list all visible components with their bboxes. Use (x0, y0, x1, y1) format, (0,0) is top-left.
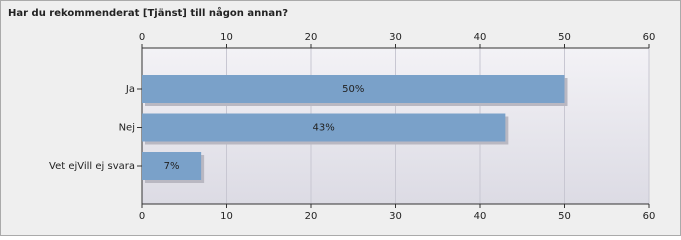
value-label: 43% (313, 123, 335, 134)
y-tick-label: Vet ejVill ej svara (49, 161, 135, 172)
value-label: 7% (164, 161, 180, 172)
value-label: 50% (342, 84, 364, 95)
x-tick-label: 40 (474, 211, 487, 222)
bar (142, 113, 506, 142)
x-tick-label: 30 (389, 211, 402, 222)
x-tick-label: 20 (305, 211, 318, 222)
x-tick-label: 30 (389, 32, 402, 43)
x-tick-label: 20 (305, 32, 318, 43)
x-tick-label: 60 (643, 32, 656, 43)
x-tick-label: 40 (474, 32, 487, 43)
x-tick-label: 0 (139, 211, 145, 222)
x-tick-label: 50 (558, 211, 571, 222)
x-tick-label: 50 (558, 32, 571, 43)
x-tick-label: 60 (643, 211, 656, 222)
y-tick-label: Ja (125, 84, 135, 95)
chart-title: Har du rekommenderat [Tjänst] till någon… (8, 6, 288, 19)
y-tick-label: Nej (119, 123, 135, 134)
x-tick-label: 10 (220, 32, 233, 43)
x-tick-label: 0 (139, 32, 145, 43)
bar (142, 75, 565, 103)
x-tick-label: 10 (220, 211, 233, 222)
bar (142, 152, 202, 180)
